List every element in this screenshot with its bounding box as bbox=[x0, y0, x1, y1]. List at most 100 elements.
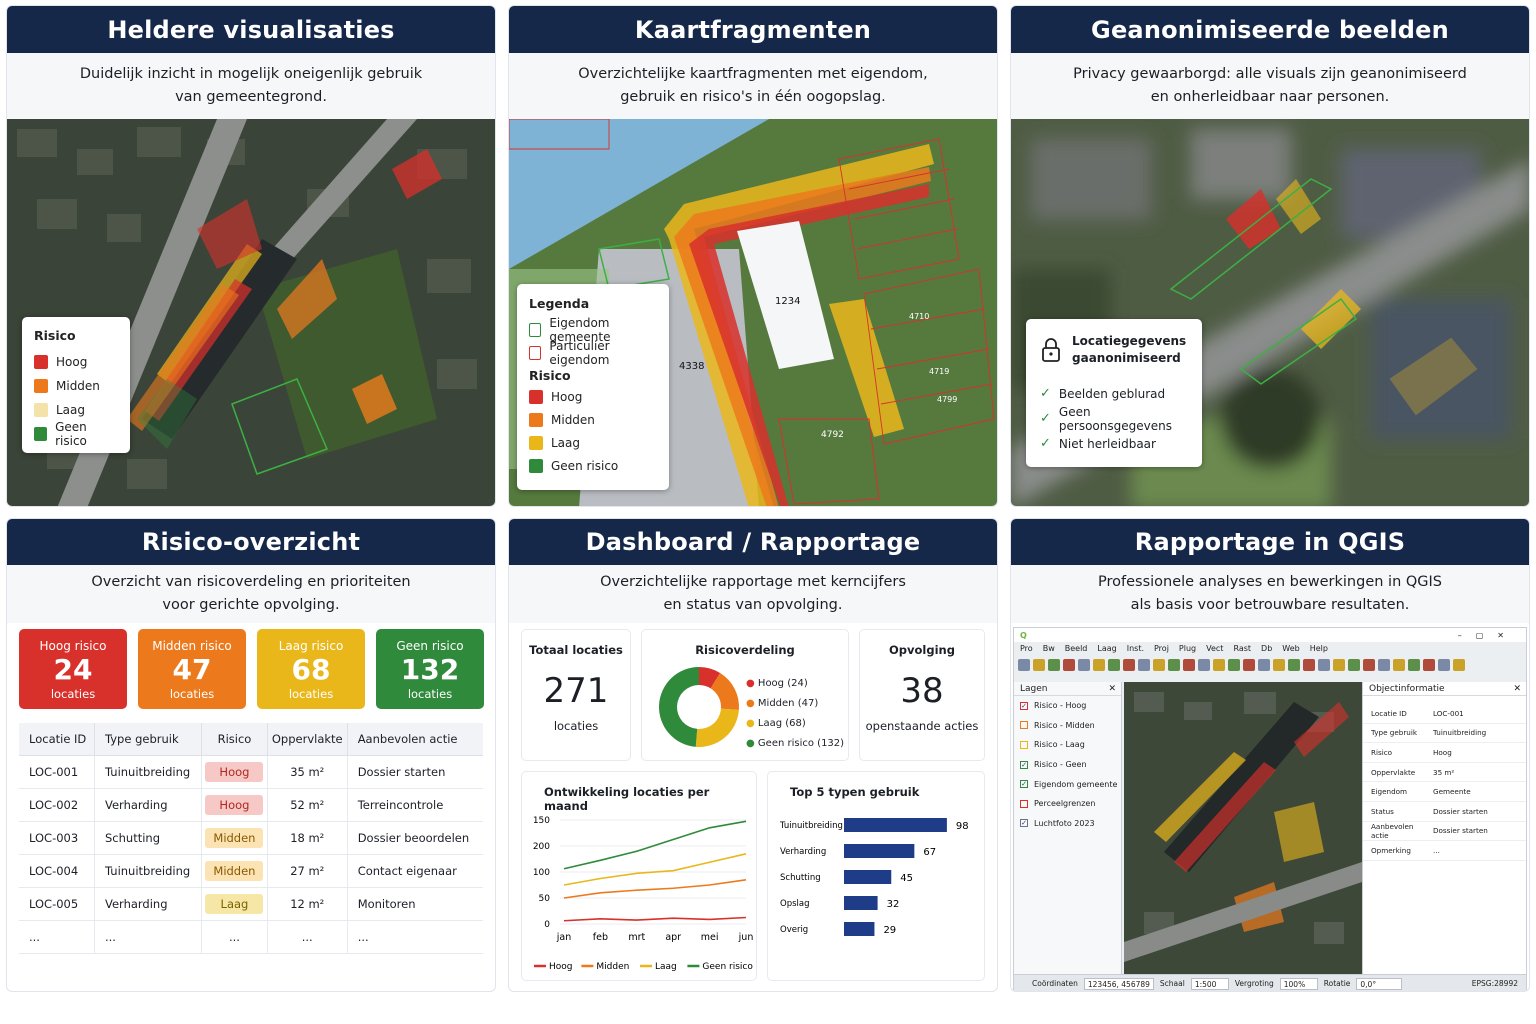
table-cell: LOC-001 bbox=[19, 755, 95, 789]
layer-checkbox[interactable] bbox=[1020, 721, 1028, 730]
toolbar-tool-icon[interactable] bbox=[1408, 659, 1420, 671]
layer-checkbox[interactable] bbox=[1020, 799, 1028, 808]
table-cell: Hoog bbox=[201, 788, 268, 822]
layer-item[interactable]: Perceelgrenzen bbox=[1014, 794, 1121, 814]
toolbar-tool-icon[interactable] bbox=[1168, 659, 1180, 671]
zoom-field[interactable]: 100% bbox=[1279, 977, 1318, 990]
table-row[interactable]: LOC-003 Schutting Midden 18 m² Dossier beoor… bbox=[19, 821, 483, 855]
cadastral-map[interactable]: 1234 4338 4792 4710 4719 4799 Legenda Ei… bbox=[509, 119, 997, 506]
table-cell: Schutting bbox=[94, 821, 203, 855]
toolbar-tool-icon[interactable] bbox=[1078, 659, 1090, 671]
menu-item[interactable]: Inst. bbox=[1126, 643, 1144, 653]
panel-kaartfragmenten: Kaartfragmenten Overzichtelijke kaartfra… bbox=[508, 5, 998, 507]
toolbar-tool-icon[interactable] bbox=[1318, 659, 1330, 671]
table-cell: Dossier beoordelen bbox=[347, 821, 483, 855]
menu-item[interactable]: Vect bbox=[1206, 643, 1224, 653]
close-icon[interactable]: ✕ bbox=[1513, 684, 1521, 694]
toolbar-tool-icon[interactable] bbox=[1033, 659, 1045, 671]
table-row[interactable]: ............... bbox=[19, 920, 483, 954]
line-chart: 0 50 100 200 150 jan feb mrt apr mei jun Hoog Midden… bbox=[533, 816, 754, 972]
toolbar-tool-icon[interactable] bbox=[1048, 659, 1060, 671]
layer-checkbox[interactable]: ✓ bbox=[1020, 780, 1028, 789]
layer-item[interactable]: Risico - Laag bbox=[1014, 735, 1121, 755]
qgis-map-canvas[interactable] bbox=[1124, 682, 1362, 974]
toolbar-tool-icon[interactable] bbox=[1438, 659, 1450, 671]
table-row[interactable]: LOC-001 Tuinuitbreiding Hoog 35 m² Dossier s… bbox=[19, 755, 483, 789]
toolbar-tool-icon[interactable] bbox=[1273, 659, 1285, 671]
toolbar-tool-icon[interactable] bbox=[1423, 659, 1435, 671]
aerial-map[interactable]: Risico Hoog Midden Laag Geen risico bbox=[7, 119, 495, 506]
toolbar-tool-icon[interactable] bbox=[1363, 659, 1375, 671]
panel-description: Privacy gewaarborgd: alle visuals zijn g… bbox=[1011, 53, 1529, 119]
toolbar-tool-icon[interactable] bbox=[1108, 659, 1120, 671]
layer-item[interactable]: ✓ Luchtfoto 2023 bbox=[1014, 814, 1121, 834]
table-cell: Contact eigenaar bbox=[347, 854, 483, 888]
layer-item[interactable]: ✓ Eigendom gemeente bbox=[1014, 774, 1121, 794]
menu-item[interactable]: Plug bbox=[1178, 643, 1197, 653]
toolbar-tool-icon[interactable] bbox=[1183, 659, 1195, 671]
scale-field[interactable]: 1:500 bbox=[1190, 977, 1229, 990]
toolbar-tool-icon[interactable] bbox=[1288, 659, 1300, 671]
toolbar-tool-icon[interactable] bbox=[1393, 659, 1405, 671]
menu-item[interactable]: Pro bbox=[1020, 643, 1033, 653]
table-row[interactable]: LOC-004 Tuinuitbreiding Midden 27 m² Contact… bbox=[19, 854, 483, 888]
layer-label: Luchtfoto 2023 bbox=[1034, 818, 1095, 828]
attribute-row: Risico Hoog bbox=[1363, 743, 1526, 763]
menu-item[interactable]: Beeld bbox=[1064, 643, 1088, 653]
toolbar-tool-icon[interactable] bbox=[1258, 659, 1270, 671]
bar-value-label: 67 bbox=[923, 847, 936, 858]
toolbar-tool-icon[interactable] bbox=[1333, 659, 1345, 671]
toolbar-tool-icon[interactable] bbox=[1243, 659, 1255, 671]
toolbar-tool-icon[interactable] bbox=[1198, 659, 1210, 671]
toolbar-tool-icon[interactable] bbox=[1093, 659, 1105, 671]
x-tick-label: mei bbox=[701, 932, 719, 943]
donut-legend-geen: Geen risico (132) bbox=[757, 738, 845, 749]
menu-item[interactable]: Db bbox=[1261, 643, 1273, 653]
table-cell: 35 m² bbox=[267, 755, 348, 789]
rotation-field[interactable]: 0,0° bbox=[1356, 977, 1403, 990]
toolbar-tool-icon[interactable] bbox=[1228, 659, 1240, 671]
toolbar-tool-icon[interactable] bbox=[1348, 659, 1360, 671]
layer-item[interactable]: ✓ Risico - Geen bbox=[1014, 755, 1121, 775]
menu-item[interactable]: Rast bbox=[1233, 643, 1252, 653]
table-cell: ... bbox=[19, 920, 95, 954]
card-laag[interactable]: Laag risico 68 locaties bbox=[257, 629, 365, 709]
legend-label: Laag bbox=[655, 962, 677, 972]
layer-checkbox[interactable]: ✓ bbox=[1020, 701, 1028, 710]
toolbar-tool-icon[interactable] bbox=[1063, 659, 1075, 671]
menu-item[interactable]: Bw bbox=[1042, 643, 1055, 653]
layer-checkbox[interactable] bbox=[1020, 740, 1028, 749]
attribute-row: Aanbevolen actie Dossier starten bbox=[1363, 822, 1526, 842]
toolbar-tool-icon[interactable] bbox=[1018, 659, 1030, 671]
coordinate-field[interactable]: 123456, 456789 bbox=[1083, 977, 1154, 990]
toolbar-tool-icon[interactable] bbox=[1303, 659, 1315, 671]
toolbar-tool-icon[interactable] bbox=[1378, 659, 1390, 671]
bar-value-label: 45 bbox=[900, 873, 913, 884]
card-midden[interactable]: Midden risico 47 locaties bbox=[138, 629, 246, 709]
layer-item[interactable]: Risico - Midden bbox=[1014, 716, 1121, 736]
donut-chart bbox=[659, 667, 739, 747]
risk-badge: Midden bbox=[205, 860, 264, 881]
layer-item[interactable]: ✓ Risico - Hoog bbox=[1014, 696, 1121, 716]
card-geen[interactable]: Geen risico 132 locaties bbox=[376, 629, 484, 709]
toolbar-tool-icon[interactable] bbox=[1138, 659, 1150, 671]
table-cell: 52 m² bbox=[267, 788, 348, 822]
card-hoog[interactable]: Hoog risico 24 locaties bbox=[19, 629, 127, 709]
toolbar-tool-icon[interactable] bbox=[1153, 659, 1165, 671]
toolbar-tool-icon[interactable] bbox=[1123, 659, 1135, 671]
toolbar-tool-icon[interactable] bbox=[1213, 659, 1225, 671]
crs-label[interactable]: EPSG:28992 bbox=[1471, 979, 1518, 988]
close-icon[interactable]: ✕ bbox=[1108, 684, 1116, 694]
check-icon: ✓ bbox=[1040, 411, 1051, 426]
layer-checkbox[interactable]: ✓ bbox=[1020, 819, 1028, 828]
menu-item[interactable]: Web bbox=[1282, 643, 1300, 653]
menu-item[interactable]: Proj bbox=[1154, 643, 1169, 653]
table-row[interactable]: LOC-002 Verharding Hoog 52 m² Terreincontrol… bbox=[19, 788, 483, 822]
menu-item[interactable]: Laag bbox=[1097, 643, 1117, 653]
window-controls[interactable]: –▢✕ bbox=[1457, 630, 1518, 640]
layer-checkbox[interactable]: ✓ bbox=[1020, 760, 1028, 769]
table-row[interactable]: LOC-005 Verharding Laag 12 m² Monitoren bbox=[19, 887, 483, 921]
risk-cards: Hoog risico 24 locaties Midden risico 47 loc… bbox=[19, 629, 484, 709]
toolbar-tool-icon[interactable] bbox=[1453, 659, 1465, 671]
menu-item[interactable]: Help bbox=[1309, 643, 1328, 653]
